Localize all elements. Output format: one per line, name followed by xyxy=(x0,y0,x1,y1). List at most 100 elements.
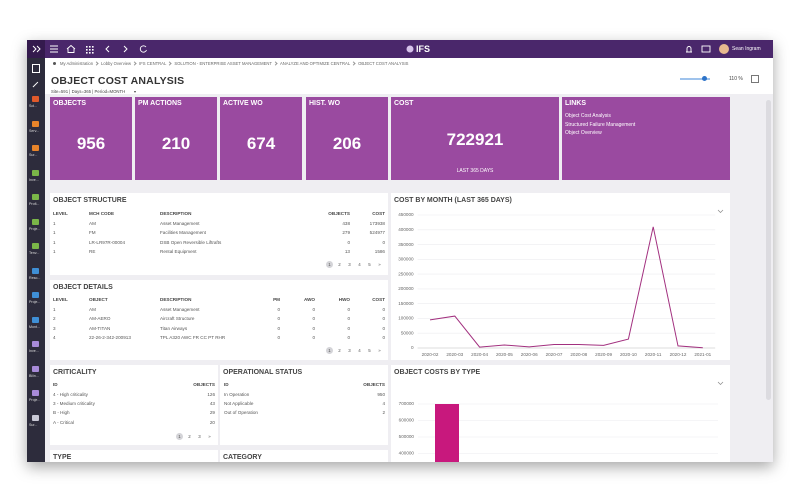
sidebar-icon[interactable] xyxy=(32,169,39,176)
breadcrumb-item[interactable]: IFS CENTRAL xyxy=(139,61,167,66)
sidebar-label[interactable]: Bilin... xyxy=(29,373,39,378)
sidebar-label[interactable]: Profi... xyxy=(29,202,40,206)
pager-item[interactable]: » xyxy=(378,348,381,353)
table-cell: 0 xyxy=(382,335,385,341)
pager-item[interactable]: 3 xyxy=(348,262,351,267)
pager-item[interactable]: 3 xyxy=(348,348,351,353)
breadcrumb-item[interactable]: ANALYZE AND OPTIMIZE CENTRAL xyxy=(279,61,351,66)
table-cell: Asset Management xyxy=(160,220,200,226)
pager-item[interactable]: 3 xyxy=(198,434,201,439)
bar xyxy=(435,404,459,462)
pager-item[interactable]: 1 xyxy=(326,261,333,268)
dropdown-caret[interactable] xyxy=(134,90,136,93)
sidebar-icon[interactable] xyxy=(32,390,39,396)
table-cell: 0 xyxy=(382,316,385,322)
line-series xyxy=(429,226,703,349)
breadcrumb-item[interactable]: My Administration xyxy=(60,61,94,66)
criticality-panel: CRITICALITY ID OBJECTS 4 - High criticality… xyxy=(50,365,218,445)
panel-title: OPERATIONAL STATUS xyxy=(223,369,303,376)
sidebar-label[interactable]: Inve... xyxy=(29,177,39,182)
kpi-tile[interactable]: PM ACTIONS 210 xyxy=(135,97,217,180)
link[interactable]: Object Cost Analysis xyxy=(565,113,611,119)
sidebar-icon[interactable] xyxy=(32,96,39,102)
sidebar-label[interactable]: Reso... xyxy=(29,275,41,280)
panel-title: CATEGORY xyxy=(223,454,262,461)
pager-item[interactable]: 2 xyxy=(188,434,191,439)
table-cell: 2 xyxy=(382,410,385,416)
sidebar-label[interactable]: Inve... xyxy=(29,349,39,353)
home-dot[interactable] xyxy=(53,62,56,65)
sidebar-icon[interactable] xyxy=(32,365,39,372)
sidebar-icon[interactable] xyxy=(32,414,39,421)
sidebar-icon[interactable] xyxy=(32,145,39,151)
kpi-tile[interactable]: OBJECTS 956 xyxy=(50,97,132,180)
column-header: PM xyxy=(273,297,280,302)
object-details-panel: OBJECT DETAILS LEVEL OBJECT DESCRIPTION PM AW… xyxy=(50,280,388,360)
sidebar-label[interactable]: Serv... xyxy=(29,128,40,133)
operational-status-panel: OPERATIONAL STATUS ID OBJECTS In Operation 9… xyxy=(220,365,388,445)
breadcrumb-item[interactable]: OBJECT COST ANALYSIS xyxy=(358,61,409,66)
sidebar-icon[interactable] xyxy=(32,267,39,274)
link[interactable]: Structured Failure Management xyxy=(565,121,636,128)
sidebar-label[interactable]: Sol... xyxy=(29,104,38,108)
zoom-slider-thumb[interactable] xyxy=(702,76,707,81)
sidebar-label[interactable]: Proje... xyxy=(29,398,41,402)
table-cell: 13 xyxy=(344,249,350,255)
sidebar-label[interactable]: Sur... xyxy=(29,153,38,157)
sidebar-label[interactable]: Mont... xyxy=(29,324,40,329)
table-cell: In Operation xyxy=(224,391,250,397)
sidebar-label[interactable]: Proje... xyxy=(29,300,41,304)
pager-item[interactable]: 1 xyxy=(176,433,183,440)
y-tick-label: 250000 xyxy=(398,271,414,276)
scrollbar[interactable] xyxy=(766,100,771,400)
sidebar-icon[interactable] xyxy=(32,243,39,249)
pager-item[interactable]: 4 xyxy=(358,348,361,353)
x-tick-label: 2020-02 xyxy=(422,352,439,357)
collapse-chevron xyxy=(717,381,724,385)
links-title: LINKS xyxy=(565,100,586,107)
y-tick-label: 150000 xyxy=(398,301,414,306)
table-cell: FM xyxy=(89,230,96,236)
breadcrumb-item[interactable]: Lobby Overview xyxy=(101,61,132,66)
x-tick-label: 2020-07 xyxy=(546,352,563,357)
sidebar-icon[interactable] xyxy=(32,341,39,347)
links-tile: LINKS Object Cost Analysis Structured Fail… xyxy=(562,97,730,180)
table-cell: 4 xyxy=(53,335,56,341)
pager-item[interactable]: 1 xyxy=(326,347,333,354)
table-cell: Asset Management xyxy=(160,306,200,312)
sidebar-icon[interactable] xyxy=(32,120,39,127)
link[interactable]: Object Overview xyxy=(565,130,602,136)
x-tick-label: 2020-06 xyxy=(521,352,538,357)
breadcrumb-item[interactable]: SOLUTION - ENTERPRISE ASSET MANAGEMENT xyxy=(174,61,272,66)
sidebar-icon[interactable] xyxy=(32,218,39,225)
sidebar-icon[interactable] xyxy=(32,64,40,73)
kpi-label: ACTIVE WO xyxy=(223,100,263,107)
pager-item[interactable]: » xyxy=(208,434,211,439)
sidebar xyxy=(27,58,45,462)
user-name[interactable]: Sean Ingram xyxy=(732,46,761,52)
sidebar-icon[interactable] xyxy=(32,292,39,298)
kpi-tile[interactable]: ACTIVE WO 674 xyxy=(220,97,302,180)
column-header: MCH CODE xyxy=(89,211,115,216)
table-cell: 1 xyxy=(53,249,56,255)
settings-icon[interactable] xyxy=(751,75,759,83)
column-header: ID xyxy=(224,382,229,387)
sidebar-label[interactable]: Proje... xyxy=(29,226,41,231)
sidebar-icon[interactable] xyxy=(32,316,39,323)
pager-item[interactable]: 2 xyxy=(338,348,341,353)
pager-item[interactable]: 5 xyxy=(368,262,371,267)
breadcrumb-separator xyxy=(94,61,99,66)
pager-item[interactable]: 4 xyxy=(358,262,361,267)
pager-item[interactable]: 2 xyxy=(338,262,341,267)
sidebar-label[interactable]: Sur... xyxy=(29,422,38,427)
column-header: LEVEL xyxy=(53,297,68,302)
page-subtitle[interactable]: Site=591 | Days=365 | Period=MONTH xyxy=(51,89,126,94)
kpi-tile[interactable]: COST 722921 LAST 365 DAYS xyxy=(391,97,559,180)
pager-item[interactable]: » xyxy=(378,262,381,267)
chart-panel: COST BY MONTH (LAST 365 DAYS) 0 50000 10000… xyxy=(391,193,730,360)
breadcrumb-separator xyxy=(273,61,278,66)
pager-item[interactable]: 5 xyxy=(368,348,371,353)
sidebar-icon[interactable] xyxy=(32,194,39,200)
kpi-tile[interactable]: HIST. WO 206 xyxy=(306,97,388,180)
sidebar-label[interactable]: Tenv... xyxy=(29,251,40,255)
